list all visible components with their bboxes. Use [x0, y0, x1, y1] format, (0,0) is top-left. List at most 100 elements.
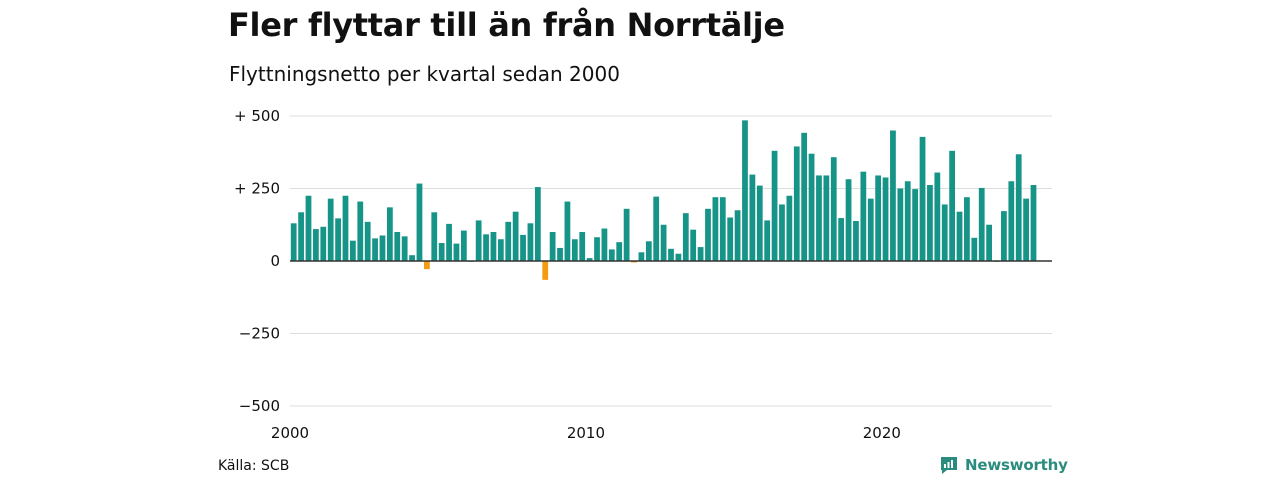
bar: [675, 253, 682, 261]
bar: [719, 197, 726, 261]
bar: [956, 211, 963, 261]
bar: [305, 195, 312, 261]
bar-chart: + 500 + 250 0 −250 −500 2000 2010 2020: [234, 107, 1052, 442]
bar: [460, 230, 467, 261]
bar: [320, 226, 327, 261]
bar: [779, 204, 785, 261]
bar: [823, 175, 830, 261]
bar: [764, 220, 771, 261]
bar: [623, 208, 630, 261]
bar: [749, 174, 756, 261]
bar: [697, 247, 704, 261]
bar: [660, 224, 667, 261]
bar: [386, 207, 393, 261]
bar: [986, 224, 993, 261]
bar: [586, 258, 593, 261]
bar: [793, 146, 800, 261]
bar: [372, 238, 378, 261]
bar: [949, 150, 956, 261]
bar: [409, 255, 415, 261]
bar: [349, 240, 356, 261]
y-tick-label: −500: [239, 397, 280, 415]
y-tick-label: 0: [270, 252, 280, 270]
bar: [853, 220, 859, 261]
bar: [927, 185, 933, 261]
bar: [742, 120, 748, 261]
bar: [1008, 181, 1015, 261]
bar: [520, 234, 526, 261]
brand-name: Newsworthy: [965, 456, 1068, 474]
y-tick-label: −250: [239, 325, 280, 343]
bar: [327, 198, 334, 261]
bar: [357, 201, 364, 261]
bar: [897, 188, 904, 261]
bar: [816, 175, 822, 261]
bar: [727, 217, 734, 261]
bar: [786, 195, 793, 261]
bar: [446, 223, 452, 261]
chart-subtitle: Flyttningsnetto per kvartal sedan 2000: [229, 62, 620, 86]
bar: [549, 232, 556, 261]
bar: [505, 221, 512, 261]
bar: [601, 228, 608, 261]
bar: [497, 239, 504, 261]
bar: [912, 189, 919, 261]
bar: [512, 211, 519, 261]
bar: [1015, 154, 1022, 261]
bar: [534, 187, 541, 261]
bar: [734, 210, 741, 261]
source-label: Källa: SCB: [218, 458, 290, 474]
bar: [771, 150, 778, 261]
bar: [557, 247, 563, 261]
bar: [808, 153, 815, 261]
bar: [838, 218, 845, 261]
bar: [394, 232, 401, 261]
bar: [712, 197, 719, 261]
bar: [364, 221, 371, 261]
bar: [475, 220, 482, 261]
bar: [1023, 198, 1029, 261]
bar: [941, 204, 948, 261]
bar: [682, 213, 689, 261]
bar: [890, 130, 896, 261]
bar: [527, 223, 534, 261]
bar: [594, 237, 600, 261]
bar: [638, 252, 645, 261]
bar: [290, 223, 297, 261]
bar: [616, 242, 623, 261]
bar: [756, 185, 763, 261]
x-tick-label: 2010: [567, 424, 605, 442]
bar: [490, 232, 497, 261]
bar: [313, 229, 319, 261]
bar: [964, 197, 970, 261]
bar: [438, 243, 445, 261]
y-tick-labels: + 500 + 250 0 −250 −500: [234, 107, 280, 415]
bar: [298, 212, 304, 261]
y-tick-label: + 250: [234, 180, 280, 198]
bar: [645, 241, 652, 261]
bar: [1030, 185, 1037, 261]
bar: [483, 234, 489, 261]
y-tick-label: + 500: [234, 107, 280, 125]
bar: [335, 218, 341, 261]
x-tick-label: 2000: [271, 424, 309, 442]
bar: [564, 201, 571, 261]
bar: [971, 237, 978, 261]
bar: [875, 175, 882, 261]
bar: [845, 179, 852, 261]
bar: [904, 181, 911, 261]
bar: [801, 132, 808, 261]
bar: [867, 198, 874, 261]
bar: [690, 229, 697, 261]
bar: [379, 235, 386, 261]
bar: [342, 195, 349, 261]
bar: [608, 249, 615, 261]
bar: [653, 196, 660, 261]
bar: [453, 243, 460, 261]
bar: [1001, 211, 1007, 261]
bar: [860, 171, 867, 261]
bar: [705, 208, 711, 261]
bar: [668, 248, 674, 261]
bar: [571, 239, 578, 261]
bar: [431, 212, 438, 261]
